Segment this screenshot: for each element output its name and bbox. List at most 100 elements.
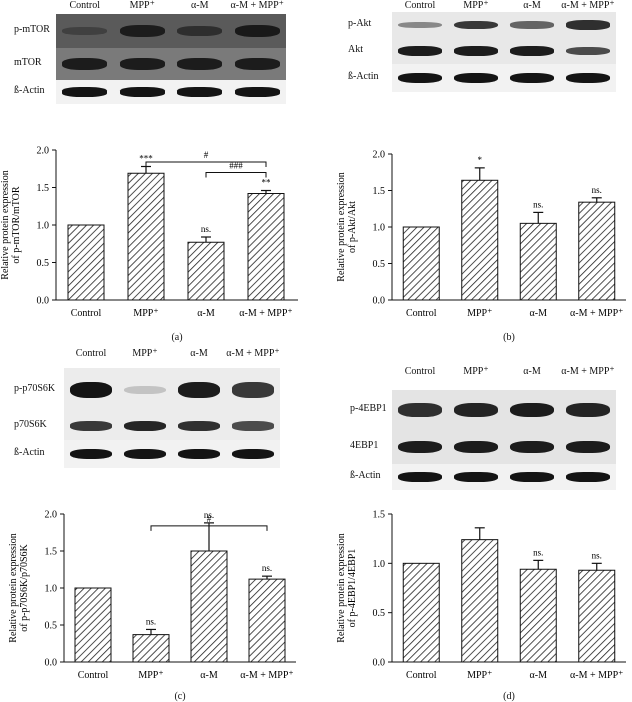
row-label: p-p70S6K [14, 383, 56, 394]
y-tick-label: 1.0 [45, 584, 58, 595]
row-label: p70S6K [14, 419, 47, 430]
x-tick-label: α-M + MPP⁺ [240, 670, 293, 681]
x-tick-label: Control [78, 670, 109, 681]
row-label: p-4EBP1 [350, 403, 387, 414]
x-tick-label: α-M + MPP⁺ [570, 308, 623, 319]
protein-band [123, 448, 167, 460]
blot-row [392, 430, 616, 464]
lane-label: α-M [523, 0, 541, 11]
protein-band [231, 421, 275, 431]
protein-band [566, 472, 610, 482]
y-tick-label: 1.0 [37, 221, 50, 232]
x-tick-label: α-M + MPP⁺ [570, 670, 623, 681]
row-label: mTOR [14, 57, 42, 68]
bar [247, 193, 285, 301]
y-tick-label: 1.5 [373, 510, 386, 521]
protein-band [69, 448, 113, 460]
bar [519, 568, 557, 663]
protein-band [566, 72, 610, 84]
blot-row [64, 412, 280, 440]
protein-band [566, 402, 610, 418]
y-tick-label: 0.5 [373, 259, 386, 270]
y-axis-label: of p-4EBP1/4EBP1 [347, 549, 358, 628]
protein-band [398, 472, 442, 482]
bar [67, 224, 105, 301]
bar [578, 201, 616, 301]
bar [190, 550, 228, 663]
x-tick-label: α-M [530, 670, 548, 681]
bracket-label: # [204, 150, 209, 160]
x-tick-label: MPP⁺ [467, 308, 492, 319]
blot-row [64, 440, 280, 468]
row-label: ß-Actin [350, 470, 381, 481]
protein-band [454, 402, 498, 418]
significance-label: ns. [201, 224, 211, 234]
lane-label: α-M [191, 0, 209, 11]
protein-band [454, 46, 498, 56]
protein-band [398, 440, 442, 454]
panel-letter: (c) [174, 691, 186, 702]
row-label: ß-Actin [14, 85, 45, 96]
y-axis-label: of p-p70S6K/p70S6K [19, 543, 30, 631]
y-tick-label: 2.0 [37, 146, 50, 157]
lane-label: MPP⁺ [463, 366, 489, 377]
lane-label: α-M [523, 366, 541, 377]
protein-band [566, 20, 610, 30]
bar-chart-0: 0.0 0.5 1.0 1.5 2.0 Relative protein expressi… [0, 146, 298, 319]
x-tick-label: α-M + MPP⁺ [239, 308, 292, 319]
y-tick-label: 0.0 [373, 296, 386, 307]
lane-label: α-M + MPP⁺ [230, 0, 284, 11]
protein-band [398, 46, 442, 56]
lane-label: α-M + MPP⁺ [561, 0, 615, 11]
protein-band [510, 21, 554, 29]
y-tick-label: 1.5 [373, 186, 386, 197]
protein-band [234, 58, 280, 70]
significance-bracket [205, 172, 267, 178]
blot-row [56, 80, 286, 104]
y-axis-label: of p-mTOR/mTOR [11, 186, 22, 263]
protein-band [177, 381, 221, 399]
protein-band [119, 58, 165, 70]
bar [519, 222, 557, 301]
protein-band [69, 381, 113, 399]
y-axis-label: Relative protein expression [336, 533, 347, 642]
blot-row [392, 464, 616, 490]
y-tick-label: 0.5 [373, 608, 386, 619]
protein-band [454, 440, 498, 454]
bar-chart-2: 0.0 0.5 1.0 1.5 2.0 Relative protein expressi… [8, 510, 296, 681]
protein-band [566, 46, 610, 56]
row-label: p-mTOR [14, 24, 50, 35]
protein-band [123, 420, 167, 432]
protein-band [177, 421, 221, 431]
lane-label: α-M + MPP⁺ [561, 366, 615, 377]
protein-band [69, 421, 113, 431]
protein-band [398, 402, 442, 418]
bar [132, 634, 170, 663]
significance-label: ns. [262, 563, 272, 573]
bar [578, 569, 616, 663]
protein-band [123, 385, 167, 395]
y-axis-label: of p-Akt/Akt [347, 201, 358, 253]
lane-label: MPP⁺ [463, 0, 489, 11]
row-label: ß-Actin [14, 447, 45, 458]
row-label: 4EBP1 [350, 440, 379, 451]
lane-label: Control [404, 366, 436, 377]
protein-band [510, 46, 554, 56]
blot-row [56, 48, 286, 80]
y-tick-label: 0.5 [37, 258, 50, 269]
significance-label: ns. [592, 185, 602, 195]
x-tick-label: MPP⁺ [138, 670, 163, 681]
row-label: ß-Actin [348, 71, 379, 82]
protein-band [177, 87, 223, 97]
blot-row [392, 390, 616, 430]
y-tick-label: 2.0 [45, 510, 58, 521]
panel-letter: (a) [171, 332, 183, 343]
bar [248, 578, 286, 663]
bar [402, 226, 440, 301]
blot-row [56, 14, 286, 48]
y-tick-label: 0.5 [45, 621, 58, 632]
y-tick-label: 1.5 [37, 183, 50, 194]
lane-label: Control [75, 348, 107, 359]
protein-band [510, 402, 554, 418]
significance-label: ns. [146, 616, 156, 626]
